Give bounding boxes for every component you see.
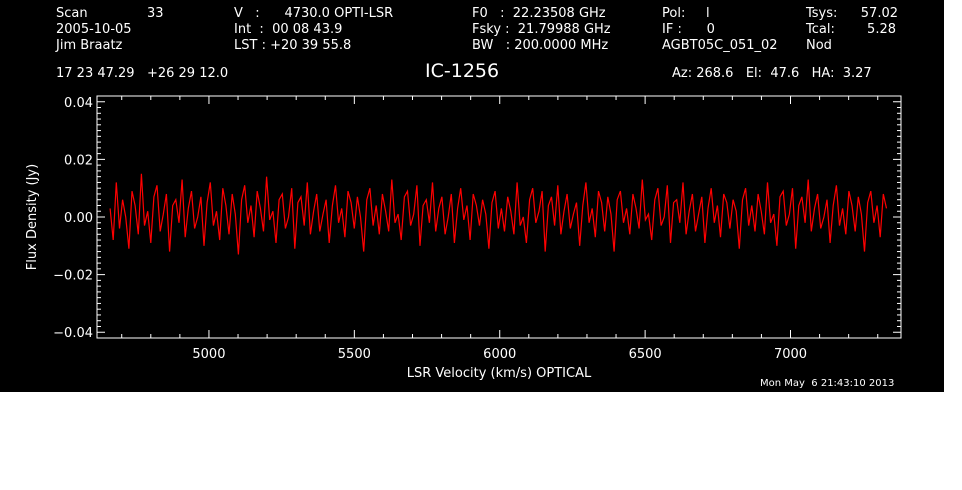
tcal-value: 5.28: [867, 22, 896, 37]
x-tick-label: 5500: [338, 347, 371, 362]
observing-mode: Nod: [806, 38, 832, 53]
y-tick-label: 0.00: [64, 211, 93, 226]
velocity-info: V : 4730.0 OPTI-LSR: [234, 6, 394, 21]
tsys-label: Tsys:: [806, 6, 838, 21]
timestamp: Mon May 6 21:43:10 2013: [760, 378, 895, 389]
y-tick-label: −0.02: [53, 269, 93, 284]
if-number: IF : 0: [662, 22, 715, 37]
y-tick-label: 0.02: [64, 153, 93, 168]
observation-date: 2005-10-05: [56, 22, 132, 37]
series-line-0: [109, 173, 888, 255]
x-tick-label: 6500: [629, 347, 662, 362]
tcal-label: Tcal:: [806, 22, 835, 37]
az-el-ha: Az: 268.6 El: 47.6 HA: 3.27: [672, 66, 872, 81]
lst-info: LST : +20 39 55.8: [234, 38, 352, 53]
source-name: IC-1256: [425, 60, 500, 82]
tsys-value: 57.02: [860, 6, 898, 21]
observer-name: Jim Braatz: [56, 38, 123, 53]
y-tick-label: −0.04: [53, 326, 93, 341]
source-coordinates: 17 23 47.29 +26 29 12.0: [56, 66, 229, 81]
spectrum-chart: 5000 5500 6000 6500 7000 −0.04 −0.02 0.00 0.02 0.…: [25, 95, 902, 381]
series-group: [109, 173, 888, 255]
bandwidth: BW : 200.0000 MHz: [472, 38, 609, 53]
x-axis-label: LSR Velocity (km/s) OPTICAL: [407, 366, 592, 381]
y-axis-label: Flux Density (Jy): [25, 164, 40, 270]
integration-time: Int : 00 08 43.9: [234, 22, 343, 37]
project-id: AGBT05C_051_02: [662, 38, 778, 53]
scan-number: 33: [147, 6, 164, 21]
x-tick-label: 6000: [483, 347, 516, 362]
scan-label: Scan: [56, 6, 88, 21]
sky-frequency: Fsky : 21.79988 GHz: [472, 22, 611, 37]
y-tick-label: 0.04: [64, 96, 93, 111]
spectrum-plot-panel: Scan 33 2005-10-05 Jim Braatz V : 4730.0…: [0, 0, 944, 392]
x-tick-label: 5000: [192, 347, 225, 362]
rest-frequency: F0 : 22.23508 GHz: [472, 6, 606, 21]
axes-group: 5000 5500 6000 6500 7000 −0.04 −0.02 0.00 0.02 0.…: [25, 95, 902, 381]
polarization: Pol: l: [662, 6, 710, 21]
x-tick-label: 7000: [774, 347, 807, 362]
